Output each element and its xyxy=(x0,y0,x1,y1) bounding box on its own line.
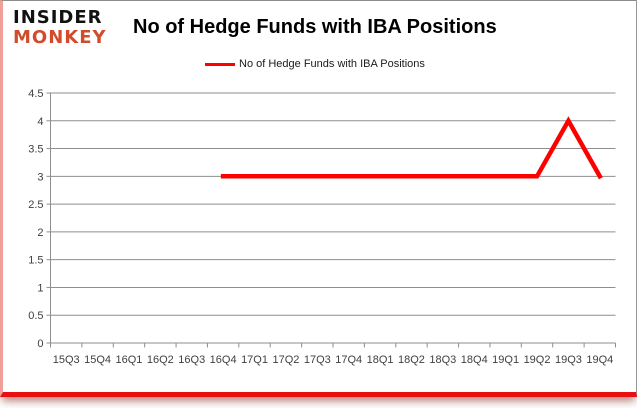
y-axis-label: 4.5 xyxy=(28,88,43,100)
x-axis-label: 16Q3 xyxy=(178,354,205,366)
x-axis-label: 18Q1 xyxy=(367,354,394,366)
line-chart-plot-area: 0 0.5 1 1.5 2 2.5 3 3.5 4 4.5 15Q3 15Q4 16Q1 16Q2 16Q3… xyxy=(28,88,616,366)
insider-monkey-logo: INSIDER MONKEY xyxy=(13,8,107,48)
data-series-line xyxy=(220,116,603,180)
x-axis-label: 18Q3 xyxy=(429,354,456,366)
chart-title: No of Hedge Funds with IBA Positions xyxy=(133,16,497,38)
y-axis-label: 3.5 xyxy=(28,144,43,156)
y-axis-label: 0.5 xyxy=(28,310,43,322)
legend-series-label: No of Hedge Funds with IBA Positions xyxy=(239,58,425,70)
y-axis-label: 4 xyxy=(37,116,43,128)
x-axis-label: 16Q1 xyxy=(116,354,143,366)
y-axis-label: 0 xyxy=(37,338,43,350)
x-axis-label: 17Q2 xyxy=(272,354,299,366)
y-axis-label: 1.5 xyxy=(28,255,43,267)
y-axis-label: 1 xyxy=(37,282,43,294)
x-axis-label: 17Q3 xyxy=(304,354,331,366)
x-axis-label: 19Q1 xyxy=(492,354,519,366)
x-axis-label: 16Q2 xyxy=(147,354,174,366)
chart-legend: No of Hedge Funds with IBA Positions xyxy=(205,58,425,70)
x-axis-label: 19Q3 xyxy=(555,354,582,366)
y-axis-label: 2 xyxy=(37,227,43,239)
x-axis-label: 18Q2 xyxy=(398,354,425,366)
x-axis-label: 19Q2 xyxy=(524,354,551,366)
logo-line-insider: INSIDER xyxy=(13,7,103,28)
x-axis-label: 18Q4 xyxy=(461,354,488,366)
x-axis-label: 19Q4 xyxy=(586,354,613,366)
x-axis-label: 15Q3 xyxy=(53,354,80,366)
chart-card: INSIDER MONKEY No of Hedge Funds with IB… xyxy=(0,0,637,397)
legend-line-swatch xyxy=(205,62,235,66)
logo-line-monkey: MONKEY xyxy=(13,27,107,48)
y-axis-label: 2.5 xyxy=(28,199,43,211)
y-axis-label: 3 xyxy=(37,171,43,183)
x-axis-label: 17Q4 xyxy=(335,354,362,366)
x-axis-label: 16Q4 xyxy=(210,354,237,366)
x-axis-label: 17Q1 xyxy=(241,354,268,366)
x-axis-label: 15Q4 xyxy=(84,354,111,366)
